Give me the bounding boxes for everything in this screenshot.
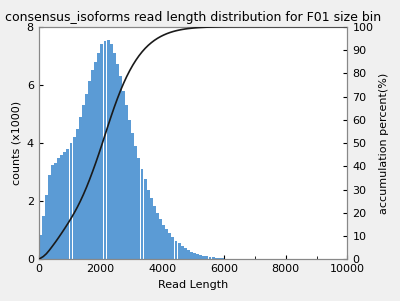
Y-axis label: counts (x1000): counts (x1000)	[11, 101, 21, 185]
Bar	[125, 105, 128, 259]
Bar	[159, 219, 162, 259]
Bar	[134, 146, 137, 259]
Y-axis label: accumulation percent(%): accumulation percent(%)	[379, 73, 389, 214]
Bar	[168, 233, 171, 259]
Bar	[174, 240, 178, 259]
Bar	[212, 257, 214, 259]
Bar	[128, 120, 131, 259]
Bar	[172, 237, 174, 259]
Bar	[45, 195, 48, 259]
Bar	[85, 94, 88, 259]
Bar	[215, 258, 218, 259]
Bar	[39, 235, 42, 259]
Bar	[138, 158, 140, 259]
Bar	[57, 158, 60, 259]
Bar	[131, 133, 134, 259]
Bar	[66, 149, 69, 259]
Bar	[70, 143, 72, 259]
X-axis label: Read Length: Read Length	[158, 280, 228, 290]
Bar	[181, 246, 184, 259]
Bar	[165, 229, 168, 259]
Bar	[193, 253, 196, 259]
Bar	[221, 258, 224, 259]
Bar	[202, 256, 205, 259]
Bar	[97, 53, 100, 259]
Bar	[113, 53, 116, 259]
Bar	[122, 91, 125, 259]
Bar	[208, 257, 212, 259]
Bar	[178, 244, 180, 259]
Bar	[79, 117, 82, 259]
Bar	[150, 198, 153, 259]
Bar	[187, 250, 190, 259]
Bar	[156, 213, 159, 259]
Bar	[196, 254, 199, 259]
Bar	[144, 179, 146, 259]
Bar	[218, 258, 221, 259]
Bar	[91, 70, 94, 259]
Bar	[116, 64, 119, 259]
Bar	[184, 248, 187, 259]
Bar	[94, 62, 97, 259]
Bar	[76, 129, 79, 259]
Bar	[199, 255, 202, 259]
Bar	[42, 216, 45, 259]
Bar	[48, 175, 51, 259]
Bar	[153, 206, 156, 259]
Bar	[60, 155, 63, 259]
Bar	[106, 40, 110, 259]
Bar	[82, 105, 85, 259]
Bar	[190, 252, 193, 259]
Bar	[73, 137, 76, 259]
Title: consensus_isoforms read length distribution for F01 size bin: consensus_isoforms read length distribut…	[5, 11, 381, 24]
Bar	[119, 76, 122, 259]
Bar	[206, 256, 208, 259]
Bar	[162, 225, 165, 259]
Bar	[63, 152, 66, 259]
Bar	[51, 165, 54, 259]
Bar	[140, 169, 144, 259]
Bar	[88, 80, 91, 259]
Bar	[100, 44, 103, 259]
Bar	[54, 163, 57, 259]
Bar	[110, 44, 113, 259]
Bar	[104, 41, 106, 259]
Bar	[147, 190, 150, 259]
